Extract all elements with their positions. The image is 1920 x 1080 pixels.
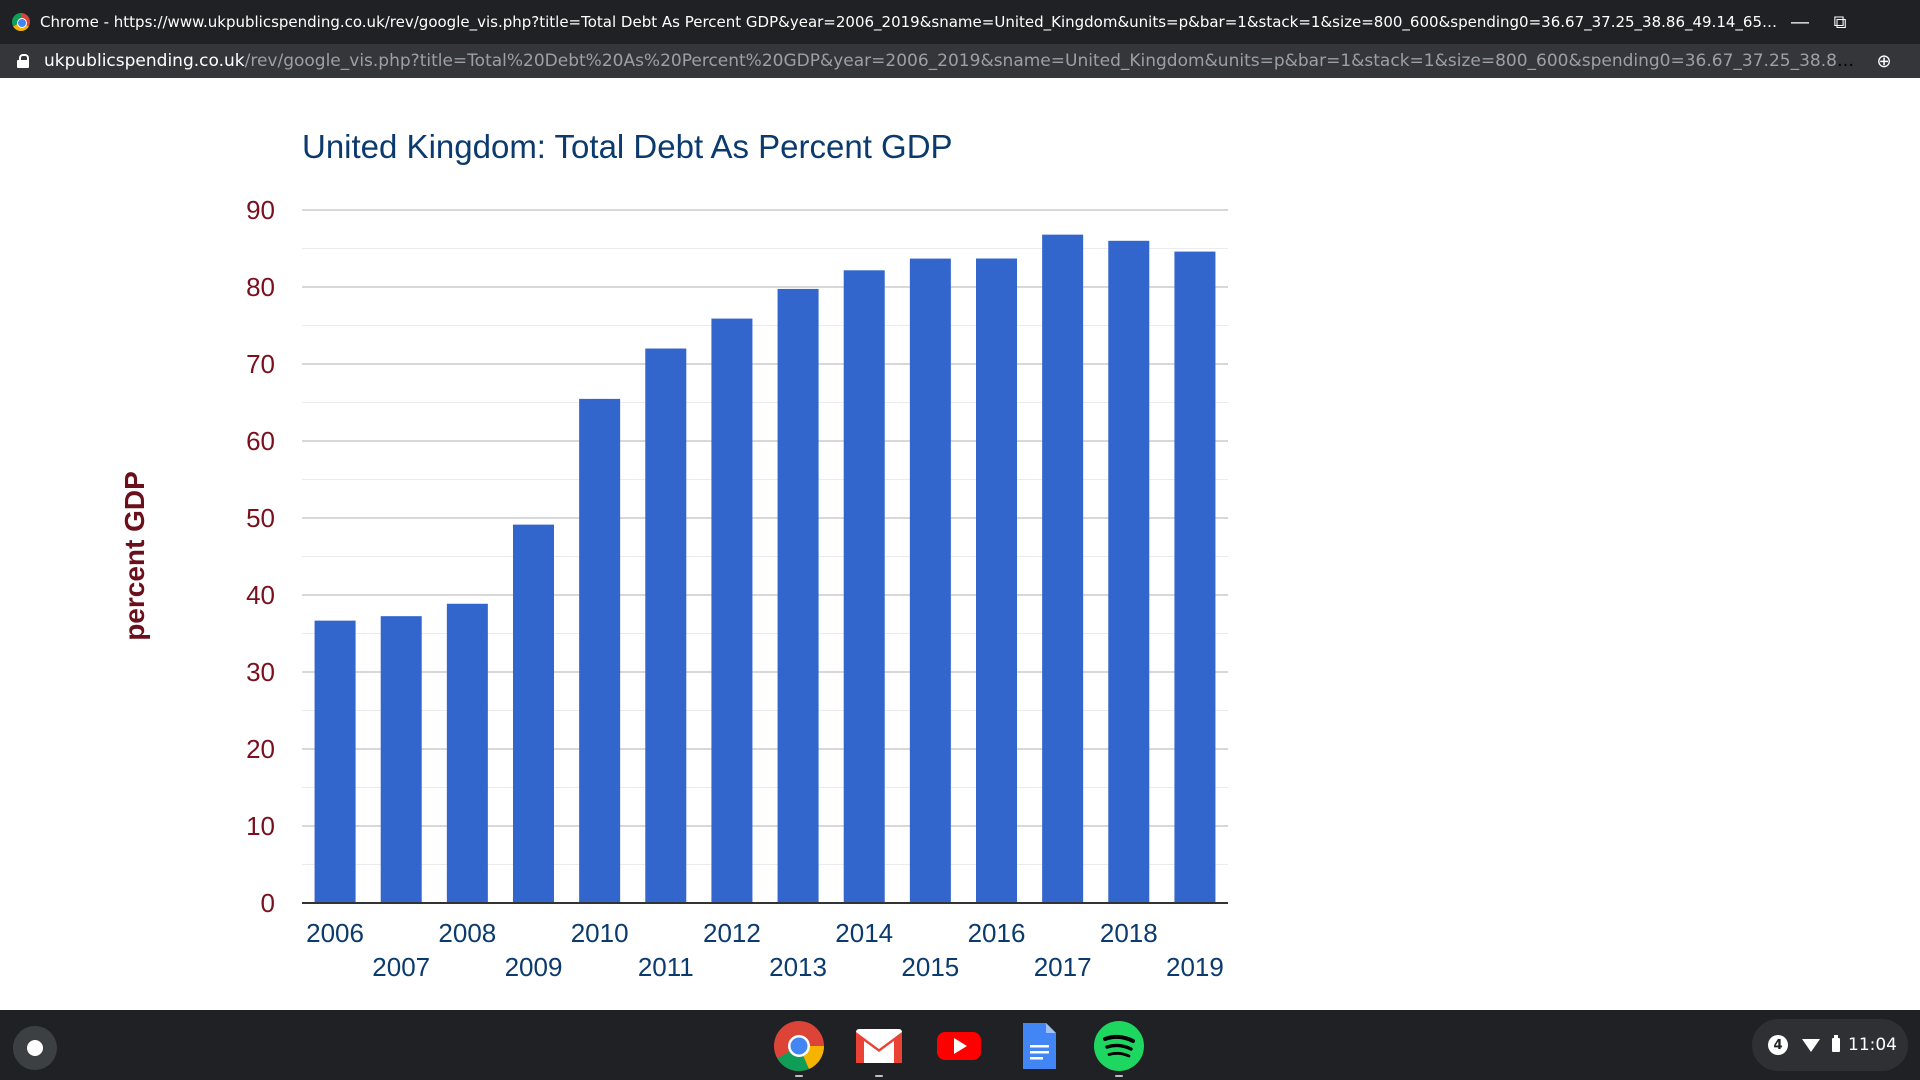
y-tick-label: 10 [246,811,275,841]
x-tick-label: 2009 [505,952,563,982]
x-tick-label: 2012 [703,918,761,948]
x-tick-label: 2008 [438,918,496,948]
zoom-icon[interactable]: ⊕ [1876,50,1892,72]
url-text[interactable]: ukpublicspending.co.uk/rev/google_vis.ph… [44,51,1864,71]
wifi-icon [1802,1038,1820,1052]
y-tick-label: 50 [246,503,275,533]
x-tick-label: 2006 [306,918,364,948]
y-tick-label: 0 [261,888,275,918]
y-tick-label: 20 [246,734,275,764]
x-tick-label: 2015 [901,952,959,982]
status-tray[interactable]: 4 11:04 [1752,1019,1908,1071]
y-tick-label: 80 [246,272,275,302]
spotify-icon[interactable] [1092,1019,1146,1073]
url-path: /rev/google_vis.php?title=Total%20Debt%2… [244,51,1864,71]
y-axis-label: percent GDP [119,471,150,641]
bar-2011[interactable] [645,348,687,903]
url-host: ukpublicspending.co.uk [44,51,245,71]
chart-area: United Kingdom: Total Debt As Percent GD… [0,78,1920,1010]
x-tick-label: 2016 [968,918,1026,948]
bar-2018[interactable] [1108,240,1150,904]
lock-icon[interactable] [16,54,30,68]
bar-2017[interactable] [1042,234,1084,903]
y-tick-labels: 0 10 20 30 40 50 60 70 80 90 [246,195,275,918]
bar-2016[interactable] [975,258,1018,903]
gmail-icon[interactable] [852,1019,906,1073]
bar-2006[interactable] [314,620,356,903]
youtube-icon[interactable] [932,1019,986,1073]
y-tick-label: 60 [246,426,275,456]
y-tick-label: 40 [246,580,275,610]
chrome-logo-icon [12,13,30,31]
battery-icon [1832,1035,1840,1052]
notification-count[interactable]: 4 [1768,1035,1788,1055]
y-tick-label: 30 [246,657,275,687]
bar-2015[interactable] [909,258,951,903]
bar-2008[interactable] [446,603,488,903]
x-tick-label: 2019 [1166,952,1224,982]
clock: 11:04 [1848,1035,1897,1055]
address-bar[interactable]: ukpublicspending.co.uk/rev/google_vis.ph… [0,44,1920,78]
docs-icon[interactable] [1012,1019,1066,1073]
bars [314,234,1216,904]
chrome-icon[interactable] [772,1019,826,1073]
window-title: Chrome - https://www.ukpublicspending.co… [40,13,1780,31]
bar-2012[interactable] [711,318,753,903]
bar-2014[interactable] [843,270,885,903]
window-title-bar: Chrome - https://www.ukpublicspending.co… [0,0,1920,44]
x-tick-labels: 2006 2007 2008 2009 2010 2011 2012 2013 2014 2015… [302,902,1228,982]
x-tick-label: 2017 [1034,952,1092,982]
bar-2009[interactable] [512,524,555,903]
gridlines [302,209,1228,904]
restore-icon[interactable]: ⧉ [1833,11,1847,33]
y-tick-label: 90 [246,195,275,225]
y-tick-label: 70 [246,349,275,379]
bar-2013[interactable] [777,288,819,903]
x-tick-label: 2007 [372,952,430,982]
x-tick-label: 2018 [1100,918,1158,948]
x-tick-label: 2014 [835,918,893,948]
shelf: 4 11:04 [0,1010,1920,1080]
bar-2007[interactable] [380,616,422,903]
launcher-button[interactable] [13,1026,57,1070]
x-tick-label: 2013 [769,952,827,982]
chart-title: United Kingdom: Total Debt As Percent GD… [302,128,953,165]
bar-2010[interactable] [579,398,621,903]
bar-2019[interactable] [1174,251,1216,903]
bar-chart: United Kingdom: Total Debt As Percent GD… [119,128,1228,982]
minimize-icon[interactable]: ― [1791,11,1809,33]
x-tick-label: 2010 [571,918,629,948]
x-tick-label: 2011 [638,952,694,982]
